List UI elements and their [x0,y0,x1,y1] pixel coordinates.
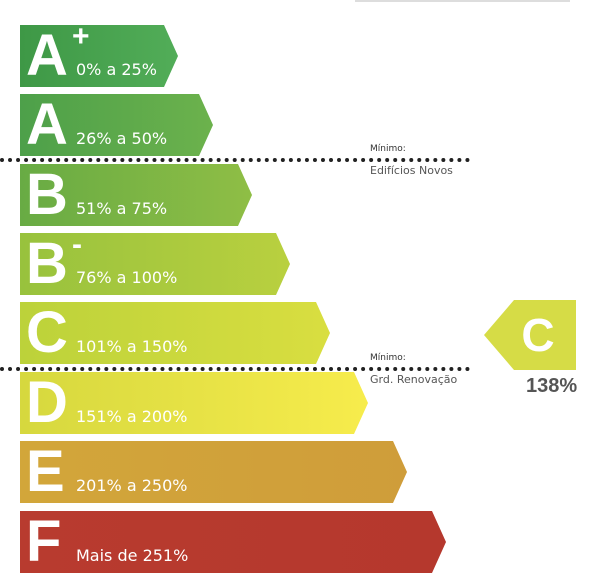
class-range: 26% a 50% [76,129,168,148]
top-divider [355,0,570,2]
class-range: 51% a 75% [76,199,168,218]
class-range: 151% a 200% [76,407,188,426]
energy-class-bar: E 201% a 250% [20,441,407,503]
class-letter: B [26,231,68,296]
result-class: C [521,309,555,361]
class-range: 76% a 100% [76,268,178,287]
class-letter: F [26,509,62,574]
energy-class-bar: F Mais de 251% [20,511,446,573]
class-letter: A [26,92,68,157]
class-letter: D [26,370,68,435]
class-range: 201% a 250% [76,476,188,495]
class-letter: E [26,439,65,504]
energy-class-bar: A 26% a 50% [20,94,213,156]
energy-class-bar: A + 0% a 25% [20,20,178,88]
energy-class-bar: B - 76% a 100% [20,228,290,296]
result-indicator-arrow [484,300,576,370]
renovation-label: Mínimo: [370,353,406,363]
class-range: 101% a 150% [76,337,188,356]
energy-class-bar: B 51% a 75% [20,164,252,226]
class-range: 0% a 25% [76,60,157,79]
new-buildings-sub: Edifícios Novos [370,164,453,177]
new-buildings-threshold-line [0,158,470,162]
energy-class-bar: C 101% a 150% [20,302,330,364]
renovation-sub: Grd. Renovação [370,373,458,386]
class-modifier: - [72,228,82,261]
result-value: 138% [526,375,578,397]
class-letter: C [26,300,68,365]
new-buildings-label: Mínimo: [370,144,406,154]
class-letter: A [26,23,68,88]
renovation-threshold-line [0,367,470,371]
class-modifier: + [72,20,90,53]
class-letter: B [26,162,68,227]
energy-class-bar: D 151% a 200% [20,372,368,434]
class-range: Mais de 251% [76,546,189,565]
